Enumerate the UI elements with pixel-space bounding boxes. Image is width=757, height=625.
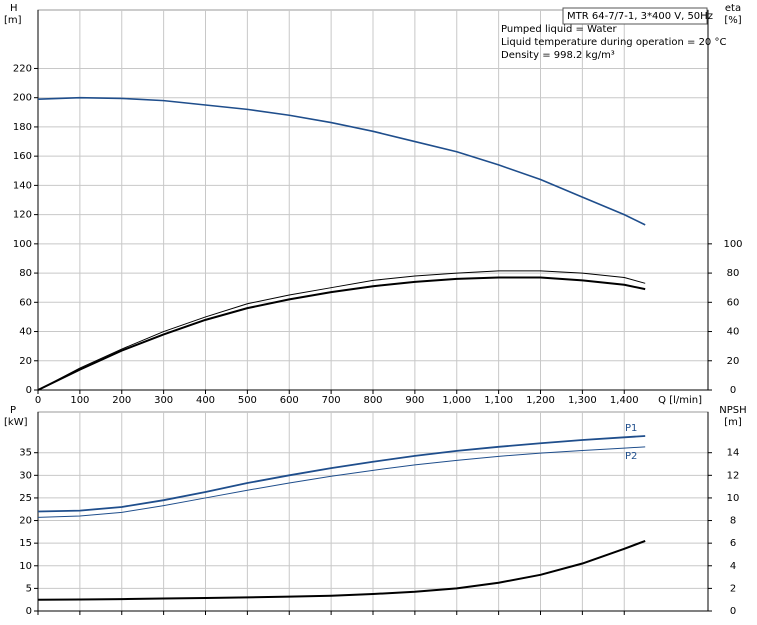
x-tick-label: 0 (35, 395, 41, 406)
x-tick-label: 700 (322, 395, 341, 406)
y-axis-unit: [kW] (4, 417, 28, 428)
curve (37, 270, 646, 391)
y-tick-label: 160 (13, 151, 32, 162)
y-tick-label: 20 (19, 516, 32, 527)
y2-tick-label: 2 (730, 583, 736, 594)
y2-axis-unit: [m] (724, 417, 742, 428)
info-box (562, 7, 708, 25)
y-tick-label: 0 (26, 606, 32, 617)
curve (37, 276, 646, 391)
y2-axis-unit: [%] (724, 15, 741, 26)
y-tick-label: 100 (13, 239, 32, 250)
curve (37, 539, 646, 601)
y-tick-label: 60 (19, 297, 32, 308)
y2-tick-label: 8 (730, 516, 736, 527)
x-axis-label: Q [l/min] (658, 395, 702, 406)
y2-tick-label: 14 (727, 448, 740, 459)
x-tick-label: 1,000 (442, 395, 471, 406)
y2-tick-label: 6 (730, 538, 736, 549)
y2-tick-label: 0 (730, 385, 736, 396)
x-tick-label: 1,400 (610, 395, 639, 406)
y-axis-label: P (10, 405, 16, 416)
y2-tick-label: 40 (727, 327, 740, 338)
y-tick-label: 0 (26, 385, 32, 396)
curve (37, 435, 646, 513)
y2-tick-label: 10 (727, 493, 740, 504)
series-label: P1 (625, 423, 637, 434)
x-tick-label: 1,100 (484, 395, 513, 406)
y-tick-label: 10 (19, 561, 32, 572)
y-tick-label: 20 (19, 356, 32, 367)
y-axis-unit: [m] (4, 15, 22, 26)
info-text: MTR 64-7/7-1, 3*400 V, 50Hz (567, 11, 713, 22)
y-axis-label: H (10, 3, 18, 14)
x-tick-label: 1,300 (568, 395, 597, 406)
x-tick-label: 400 (196, 395, 215, 406)
y-tick-label: 200 (13, 93, 32, 104)
y-tick-label: 40 (19, 327, 32, 338)
y2-tick-label: 80 (727, 268, 740, 279)
y-tick-label: 140 (13, 180, 32, 191)
y2-tick-label: 100 (723, 239, 742, 250)
y-tick-label: 80 (19, 268, 32, 279)
x-tick-label: 800 (363, 395, 382, 406)
info-text: Pumped liquid = Water (501, 24, 618, 35)
curve (37, 446, 646, 518)
y-tick-label: 35 (19, 448, 32, 459)
x-tick-label: 300 (154, 395, 173, 406)
x-tick-label: 600 (280, 395, 299, 406)
y-tick-label: 25 (19, 493, 32, 504)
info-text: Liquid temperature during operation = 20… (501, 37, 726, 48)
y2-tick-label: 4 (730, 561, 736, 572)
x-tick-label: 1,200 (526, 395, 555, 406)
y-tick-label: 5 (26, 583, 32, 594)
x-tick-label: 500 (238, 395, 257, 406)
y2-tick-label: 60 (727, 297, 740, 308)
y2-tick-label: 20 (727, 356, 740, 367)
y-tick-label: 15 (19, 538, 32, 549)
curve (37, 96, 646, 226)
y2-tick-label: 0 (730, 606, 736, 617)
y-tick-label: 220 (13, 63, 32, 74)
x-tick-label: 900 (405, 395, 424, 406)
series-label: P2 (625, 451, 637, 462)
x-tick-label: 100 (70, 395, 89, 406)
y-tick-label: 120 (13, 210, 32, 221)
y-tick-label: 30 (19, 470, 32, 481)
y-tick-label: 180 (13, 122, 32, 133)
y2-tick-label: 12 (727, 470, 740, 481)
y2-axis-label: NPSH (719, 405, 746, 416)
x-tick-label: 200 (112, 395, 131, 406)
info-text: Density = 998.2 kg/m³ (501, 50, 615, 61)
y2-axis-label: eta (725, 3, 741, 14)
